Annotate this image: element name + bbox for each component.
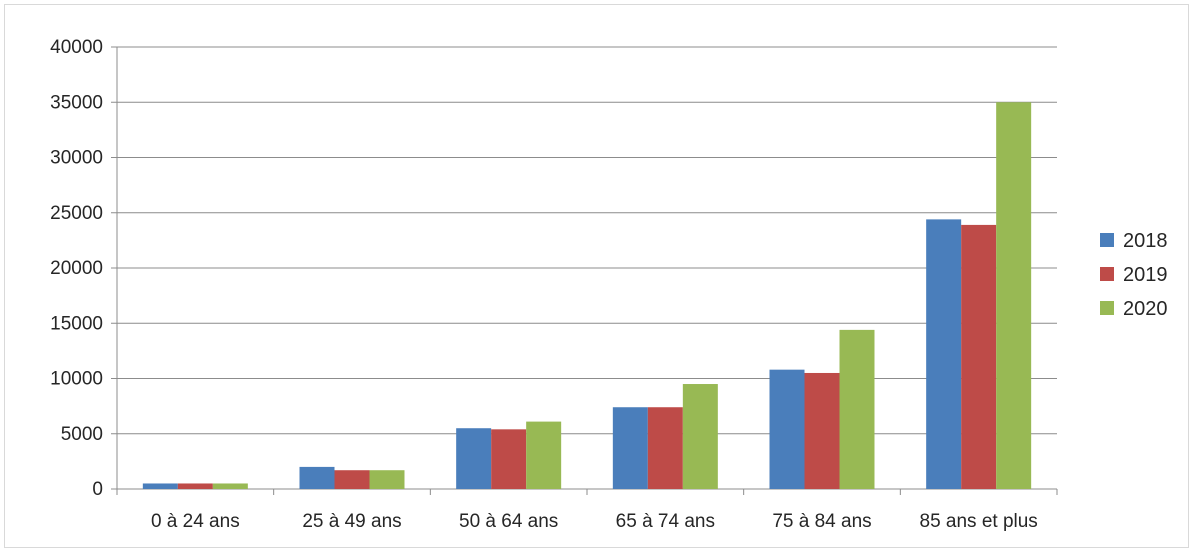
legend-swatch-2018 bbox=[1100, 233, 1114, 247]
y-axis: 0 5000 10000 15000 20000 25000 30000 35000 40000 bbox=[50, 37, 118, 500]
y-tick-label: 15000 bbox=[50, 313, 103, 334]
x-tick-label: 25 à 49 ans bbox=[302, 511, 401, 532]
bar-2020-3 bbox=[682, 384, 718, 489]
y-tick-label: 25000 bbox=[50, 203, 103, 224]
bar-2019-4 bbox=[804, 372, 840, 489]
legend-label-2018: 2018 bbox=[1123, 230, 1168, 252]
bar-2020-5 bbox=[996, 102, 1032, 489]
bar-2018-1 bbox=[299, 466, 335, 489]
gridlines bbox=[117, 46, 1057, 435]
bar-2020-2 bbox=[526, 421, 562, 489]
bar-2019-1 bbox=[334, 470, 370, 489]
y-tick-label: 0 bbox=[92, 479, 103, 500]
y-tick-label: 40000 bbox=[50, 37, 103, 58]
legend-label-2019: 2019 bbox=[1123, 264, 1168, 286]
legend-label-2020: 2020 bbox=[1123, 298, 1168, 320]
bar-2020-1 bbox=[369, 470, 405, 489]
x-tick-label: 50 à 64 ans bbox=[459, 511, 558, 532]
bar-2018-3 bbox=[612, 407, 648, 489]
x-axis: 0 à 24 ans 25 à 49 ans 50 à 64 ans 65 à 74 … bbox=[116, 488, 1058, 532]
bars bbox=[142, 102, 1032, 489]
bar-2019-0 bbox=[177, 483, 213, 489]
x-tick-label: 75 à 84 ans bbox=[772, 511, 871, 532]
bar-2020-0 bbox=[212, 483, 248, 489]
bar-2019-2 bbox=[491, 429, 527, 489]
y-tick-label: 5000 bbox=[61, 424, 103, 445]
legend: 2018 2019 2020 bbox=[1100, 230, 1168, 320]
x-tick-label: 85 ans et plus bbox=[920, 511, 1038, 532]
bar-2019-5 bbox=[961, 224, 997, 489]
legend-swatch-2020 bbox=[1100, 301, 1114, 315]
legend-swatch-2019 bbox=[1100, 267, 1114, 281]
x-tick-label: 0 à 24 ans bbox=[151, 511, 240, 532]
bar-2018-0 bbox=[142, 483, 178, 489]
y-tick-label: 30000 bbox=[50, 148, 103, 169]
x-tick-label: 65 à 74 ans bbox=[616, 511, 715, 532]
bar-2019-3 bbox=[647, 407, 683, 489]
y-tick-label: 35000 bbox=[50, 92, 103, 113]
bar-2018-2 bbox=[456, 428, 492, 489]
y-tick-label: 20000 bbox=[50, 258, 103, 279]
y-tick-label: 10000 bbox=[50, 369, 103, 390]
bar-2018-4 bbox=[769, 369, 805, 489]
bar-2020-4 bbox=[839, 329, 875, 489]
bar-2018-5 bbox=[926, 219, 962, 489]
